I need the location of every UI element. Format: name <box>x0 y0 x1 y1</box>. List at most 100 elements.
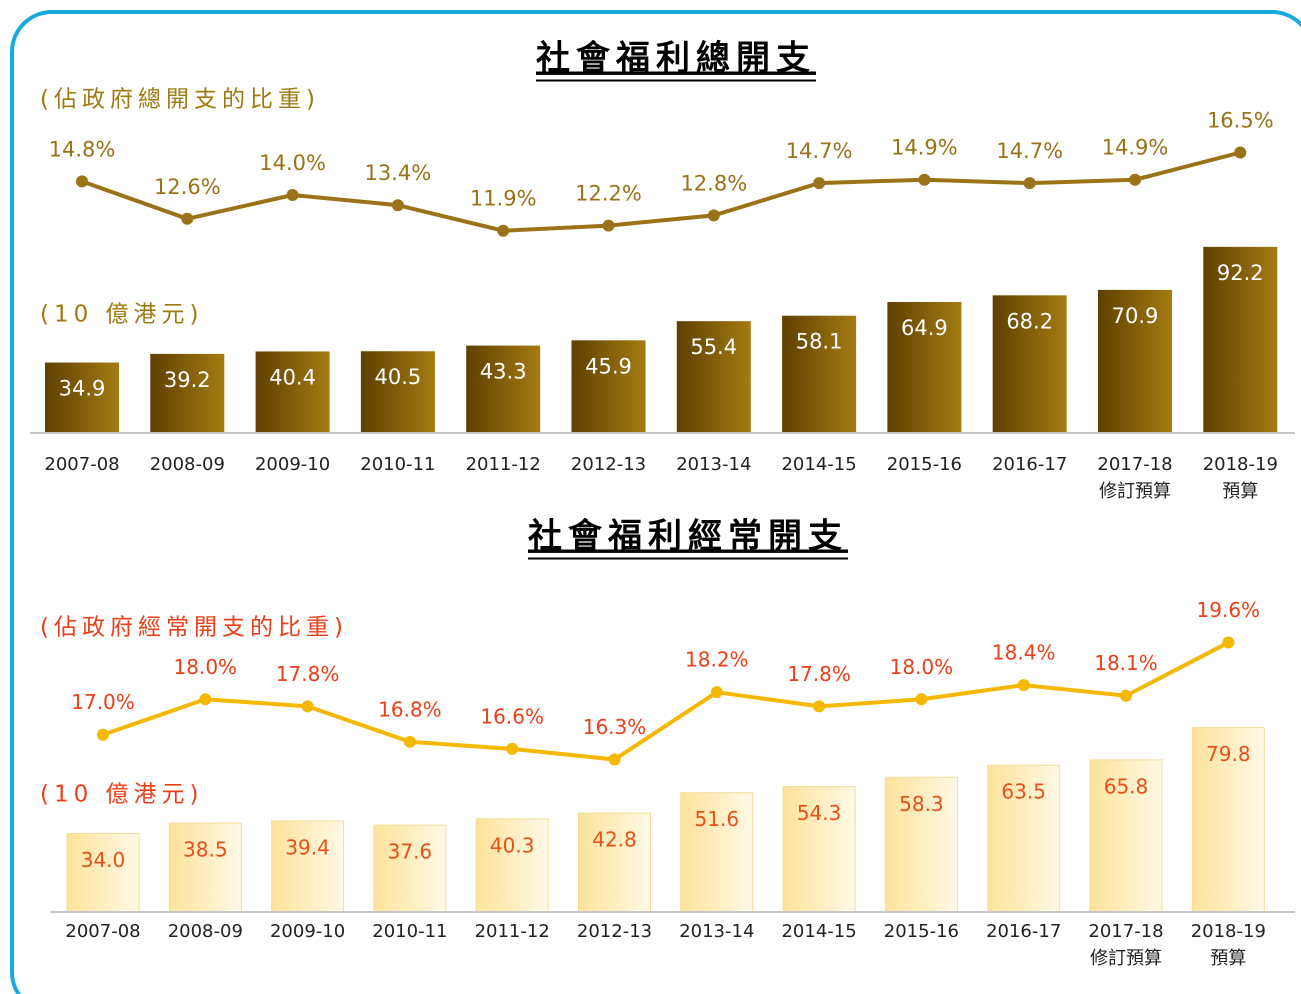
line-point <box>301 700 314 713</box>
x-tick-label: 預算 <box>1210 948 1246 969</box>
line-value-label: 18.1% <box>1094 651 1158 675</box>
bar-value-label: 38.5 <box>183 838 228 862</box>
bar-value-label: 70.9 <box>1112 304 1159 328</box>
line-point <box>1120 689 1132 702</box>
chart-title: 社會福利經常開支 <box>528 517 848 557</box>
x-tick-label: 2010-11 <box>372 921 447 942</box>
bar-value-label: 68.2 <box>1006 309 1053 333</box>
line-point <box>391 199 404 212</box>
line-value-label: 16.3% <box>583 715 647 739</box>
line-value-label: 14.7% <box>786 139 853 163</box>
y2-axis-label: (佔政府總開支的比重) <box>40 87 320 113</box>
line-value-label: 16.8% <box>378 697 442 721</box>
line-value-label: 11.9% <box>470 187 537 211</box>
x-tick-label: 2007-08 <box>44 454 119 475</box>
line-point <box>608 753 621 766</box>
bar-value-label: 63.5 <box>1001 780 1046 804</box>
y2-axis-label: (佔政府經常開支的比重) <box>40 615 348 641</box>
bar-value-label: 40.4 <box>269 365 316 389</box>
line-point <box>199 693 212 706</box>
line-point <box>497 224 510 237</box>
line-value-label: 13.4% <box>365 161 432 185</box>
line-value-label: 18.0% <box>890 655 954 679</box>
bar <box>1089 759 1163 913</box>
line-value-label: 14.9% <box>891 136 958 160</box>
bar-value-label: 58.1 <box>796 330 843 354</box>
x-tick-label: 2015-16 <box>887 454 962 475</box>
bar-value-label: 54.3 <box>797 801 842 825</box>
line-point <box>813 177 826 190</box>
x-tick-label: 2014-15 <box>781 454 856 475</box>
x-tick-label: 2013-14 <box>676 454 751 475</box>
bar-value-label: 37.6 <box>388 840 433 864</box>
bar-value-label: 58.3 <box>899 792 944 816</box>
x-tick-label: 2016-17 <box>986 921 1061 942</box>
x-tick-label: 2014-15 <box>781 921 856 942</box>
line-point <box>915 693 928 706</box>
line-point <box>1017 679 1030 692</box>
x-tick-label: 2009-10 <box>255 454 330 475</box>
bar-value-label: 92.2 <box>1217 261 1264 285</box>
x-tick-label: 2010-11 <box>360 454 435 475</box>
line-value-label: 12.2% <box>575 182 642 206</box>
bar <box>1203 246 1278 433</box>
bar <box>475 818 549 913</box>
x-tick-label: 2011-12 <box>466 454 541 475</box>
x-tick-label: 2008-09 <box>150 454 225 475</box>
bar <box>360 351 435 433</box>
bar <box>1098 289 1172 433</box>
x-tick-label: 2009-10 <box>270 921 345 942</box>
x-tick-label: 修訂預算 <box>1099 481 1171 502</box>
line-point <box>918 173 931 186</box>
bar <box>150 353 225 433</box>
line-point <box>1222 636 1235 649</box>
line-point <box>602 219 615 232</box>
x-tick-label: 預算 <box>1222 481 1258 502</box>
bar-value-label: 40.5 <box>375 365 422 389</box>
x-tick-label: 2011-12 <box>475 921 550 942</box>
bar-value-label: 34.0 <box>81 848 126 872</box>
x-tick-label: 2017-18 <box>1088 921 1163 942</box>
y-axis-label: (10 億港元) <box>40 302 204 328</box>
line-point <box>286 189 299 201</box>
bar <box>466 345 541 433</box>
bar-value-label: 79.8 <box>1206 742 1251 766</box>
bar-value-label: 40.3 <box>490 833 535 857</box>
bar <box>887 301 962 433</box>
line-point <box>710 686 723 699</box>
bar <box>992 295 1067 433</box>
bar <box>578 812 651 913</box>
line-value-label: 14.9% <box>1102 136 1169 160</box>
line-point <box>403 735 416 748</box>
bar-value-label: 51.6 <box>695 807 740 831</box>
y-axis-label: (10 億港元) <box>40 782 204 808</box>
line-value-label: 17.0% <box>71 690 135 714</box>
bar <box>782 786 856 913</box>
bar <box>1191 727 1265 913</box>
line-point <box>1023 177 1036 190</box>
x-tick-label: 2015-16 <box>884 921 959 942</box>
bar-value-label: 43.3 <box>480 360 527 384</box>
line-point <box>181 212 194 225</box>
bar-value-label: 64.9 <box>901 316 948 340</box>
line-value-label: 17.8% <box>787 662 851 686</box>
x-tick-label: 2007-08 <box>65 921 140 942</box>
bar-value-label: 45.9 <box>585 354 632 378</box>
bar-value-label: 34.9 <box>59 377 106 401</box>
line-value-label: 12.8% <box>680 171 747 195</box>
line-point <box>707 209 720 222</box>
bar <box>66 832 140 913</box>
line-value-label: 18.0% <box>174 655 238 679</box>
bar <box>271 820 345 913</box>
bar-value-label: 42.8 <box>592 828 637 852</box>
x-tick-label: 2012-13 <box>577 921 652 942</box>
bar <box>571 340 646 433</box>
chart-title: 社會福利總開支 <box>536 39 816 79</box>
bar <box>884 776 958 913</box>
line-value-label: 17.8% <box>276 662 340 686</box>
bar <box>168 822 242 913</box>
line <box>81 150 1241 233</box>
bar-value-label: 39.2 <box>164 368 211 392</box>
line-value-label: 18.4% <box>992 641 1056 665</box>
bar-value-label: 65.8 <box>1104 774 1149 798</box>
